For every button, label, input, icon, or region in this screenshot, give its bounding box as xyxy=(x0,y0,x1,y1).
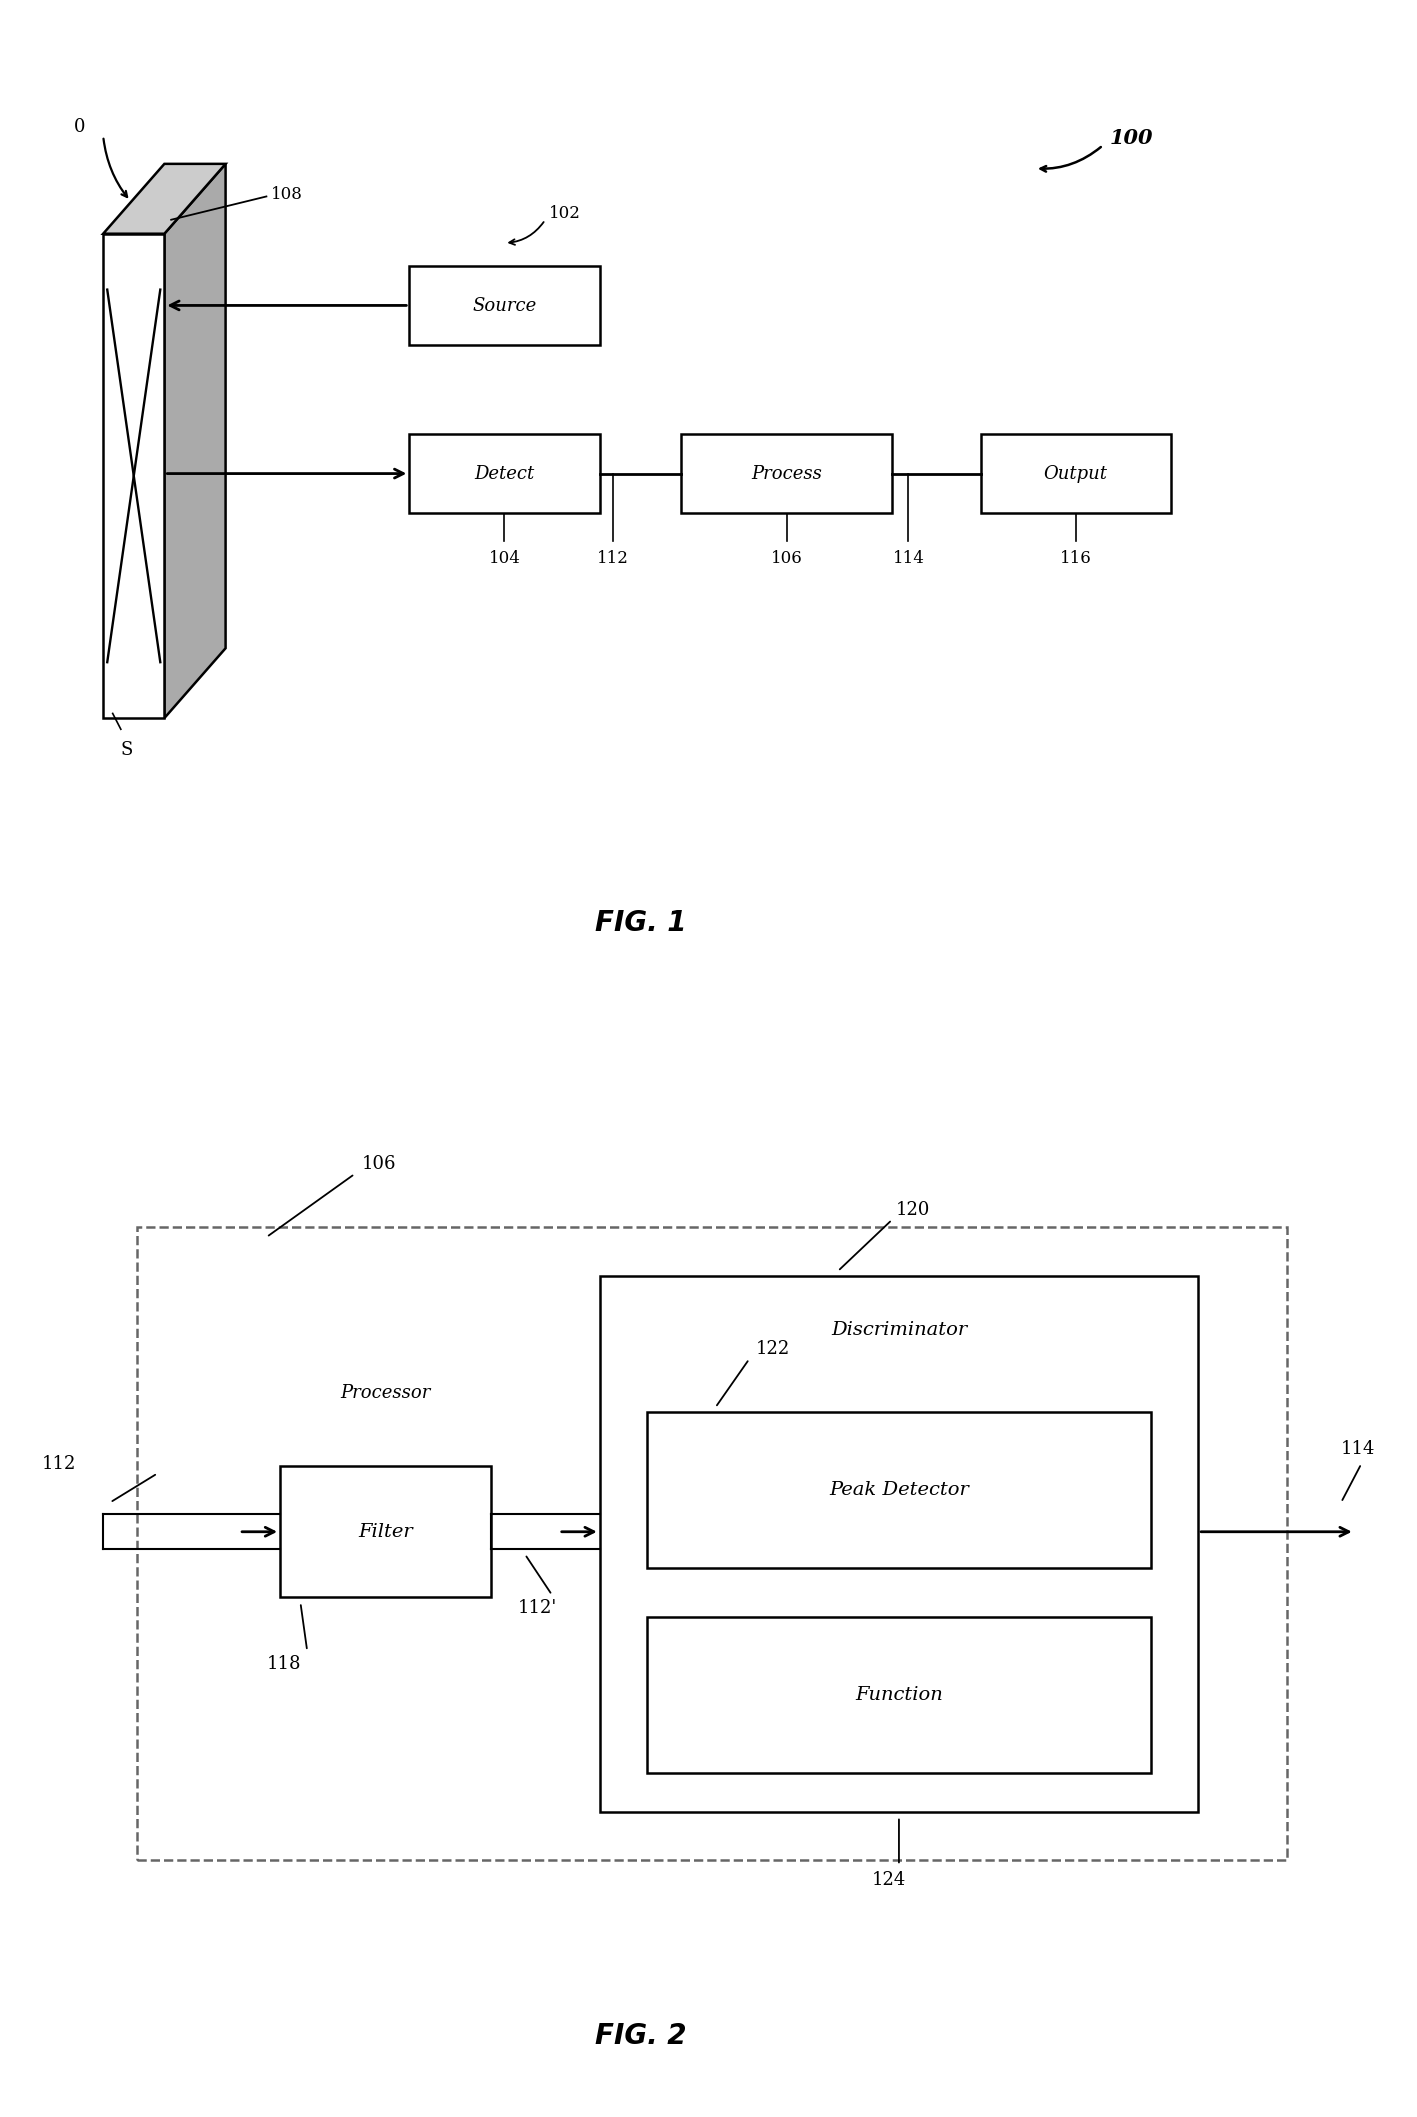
Text: 124: 124 xyxy=(871,1871,905,1888)
Text: 116: 116 xyxy=(1060,550,1091,567)
Text: Source: Source xyxy=(472,296,537,315)
Text: Peak Detector: Peak Detector xyxy=(829,1482,969,1499)
Polygon shape xyxy=(103,233,164,718)
Text: Process: Process xyxy=(751,464,822,483)
Text: Discriminator: Discriminator xyxy=(830,1321,966,1338)
Bar xyxy=(648,1617,1151,1772)
Text: Processor: Processor xyxy=(340,1385,431,1401)
Text: Output: Output xyxy=(1044,464,1108,483)
Text: 118: 118 xyxy=(266,1655,300,1672)
Bar xyxy=(682,434,893,512)
Polygon shape xyxy=(164,163,225,718)
Text: 106: 106 xyxy=(361,1156,397,1173)
Text: 122: 122 xyxy=(757,1340,791,1359)
Text: 104: 104 xyxy=(489,550,520,567)
Bar xyxy=(599,1277,1199,1812)
Text: Detect: Detect xyxy=(475,464,534,483)
Polygon shape xyxy=(103,163,225,233)
Text: 114: 114 xyxy=(893,550,924,567)
Text: FIG. 2: FIG. 2 xyxy=(595,2022,686,2049)
Text: 102: 102 xyxy=(550,205,581,222)
Text: 112': 112' xyxy=(519,1598,557,1617)
Bar xyxy=(410,267,599,345)
Text: 120: 120 xyxy=(896,1200,931,1219)
Text: Filter: Filter xyxy=(359,1522,412,1541)
Bar xyxy=(137,1228,1287,1861)
Text: 100: 100 xyxy=(1110,127,1153,148)
Text: 106: 106 xyxy=(771,550,802,567)
Text: 112: 112 xyxy=(598,550,629,567)
Text: FIG. 1: FIG. 1 xyxy=(595,908,686,938)
Text: 0: 0 xyxy=(74,119,86,135)
Bar xyxy=(981,434,1170,512)
Text: 114: 114 xyxy=(1340,1440,1376,1459)
Text: S: S xyxy=(120,741,132,760)
Text: Function: Function xyxy=(854,1685,942,1704)
Bar xyxy=(281,1465,490,1598)
Bar xyxy=(648,1412,1151,1569)
Text: 112: 112 xyxy=(43,1454,77,1473)
Text: 108: 108 xyxy=(271,186,302,203)
Bar xyxy=(410,434,599,512)
